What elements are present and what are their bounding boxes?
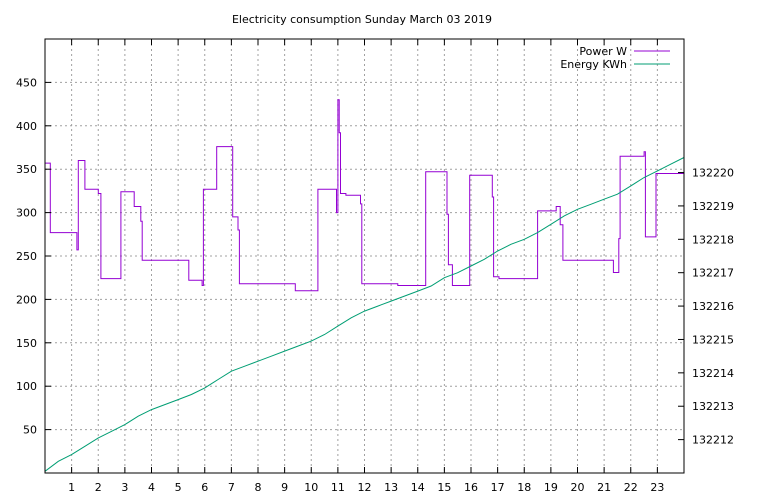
y-tick-label: 50	[23, 424, 37, 437]
y2-tick-label: 132212	[692, 434, 734, 447]
y2-tick-label: 132215	[692, 333, 734, 346]
x-tick-label: 10	[304, 481, 318, 494]
x-tick-label: 22	[624, 481, 638, 494]
y-axis-left: 50 100 150 200 250 300 350 400 450	[16, 76, 51, 437]
x-tick-label: 21	[597, 481, 611, 494]
y-tick-label: 350	[16, 163, 37, 176]
x-tick-label: 12	[358, 481, 372, 494]
x-tick-label: 5	[175, 481, 182, 494]
legend-label-power: Power W	[579, 45, 627, 58]
legend-entry-energy: Energy KWh	[560, 58, 670, 71]
legend-entry-power: Power W	[579, 45, 670, 58]
y-tick-label: 450	[16, 76, 37, 89]
x-tick-label: 9	[281, 481, 288, 494]
y2-tick-label: 132219	[692, 200, 734, 213]
series-line-energy-kwh	[44, 157, 685, 472]
y-tick-label: 300	[16, 207, 37, 220]
x-tick-label: 6	[201, 481, 208, 494]
y2-tick-label: 132220	[692, 167, 734, 180]
grid	[45, 39, 684, 473]
x-tick-label: 7	[228, 481, 235, 494]
x-tick-label: 11	[331, 481, 345, 494]
y2-tick-label: 132218	[692, 233, 734, 246]
x-tick-label: 2	[95, 481, 102, 494]
y2-tick-label: 132217	[692, 267, 734, 280]
y-tick-label: 200	[16, 293, 37, 306]
y2-tick-label: 132213	[692, 400, 734, 413]
y2-tick-label: 132214	[692, 367, 734, 380]
x-axis: 1 2 3 4 5 6 7 8 9 10 11 12 13 14 15 16 17 18 19 20 21 22 23	[68, 39, 664, 494]
x-tick-label: 19	[544, 481, 558, 494]
y-axis-right: 132212 132213 132214 132215 132216 132217 1322…	[678, 167, 734, 447]
x-tick-label: 3	[121, 481, 128, 494]
legend: Power W Energy KWh	[560, 45, 670, 71]
x-tick-label: 4	[148, 481, 155, 494]
x-tick-label: 18	[517, 481, 531, 494]
chart-title: Electricity consumption Sunday March 03 …	[232, 13, 492, 26]
y2-tick-label: 132216	[692, 300, 734, 313]
x-tick-label: 17	[491, 481, 505, 494]
legend-label-energy: Energy KWh	[560, 58, 627, 71]
x-tick-label: 8	[255, 481, 262, 494]
y-tick-label: 400	[16, 120, 37, 133]
x-tick-label: 23	[650, 481, 664, 494]
x-tick-label: 15	[437, 481, 451, 494]
y-tick-label: 150	[16, 337, 37, 350]
x-tick-label: 20	[571, 481, 585, 494]
series-layer	[44, 99, 685, 472]
y-tick-label: 250	[16, 250, 37, 263]
x-tick-label: 1	[68, 481, 75, 494]
x-tick-label: 14	[411, 481, 425, 494]
x-tick-label: 16	[464, 481, 478, 494]
y-tick-label: 100	[16, 380, 37, 393]
x-tick-label: 13	[384, 481, 398, 494]
